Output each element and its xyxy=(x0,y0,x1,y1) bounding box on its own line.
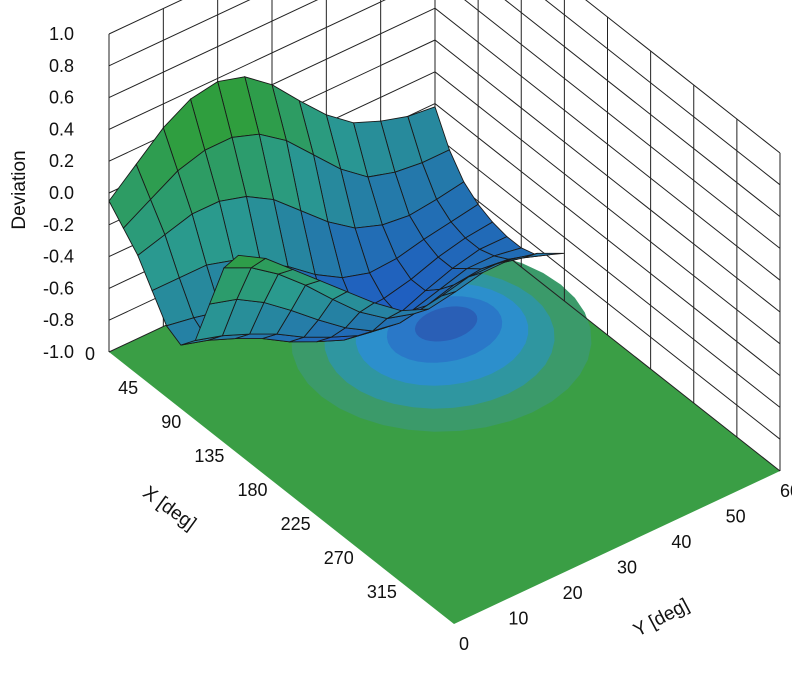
z-tick-label: -1.0 xyxy=(43,342,74,362)
z-tick-label: -0.2 xyxy=(43,215,74,235)
x-tick-label: 90 xyxy=(161,412,181,432)
z-tick-label: 1.0 xyxy=(49,24,74,44)
y-tick-label: 10 xyxy=(508,609,528,629)
x-tick-label: 225 xyxy=(281,514,311,534)
y-tick-label: 20 xyxy=(563,583,583,603)
z-axis-label: Deviation xyxy=(9,150,30,229)
y-tick-label: 40 xyxy=(671,532,691,552)
wall-hline xyxy=(108,0,781,217)
wall-hline xyxy=(108,0,781,249)
z-tick-label: 0.2 xyxy=(49,151,74,171)
z-tick-label: -0.6 xyxy=(43,278,74,298)
surface-patch xyxy=(222,254,267,269)
z-tick-label: 0.4 xyxy=(49,119,74,139)
wall-hline xyxy=(108,0,781,154)
y-axis-label: Y [deg] xyxy=(630,595,693,642)
z-tick-label: 0.0 xyxy=(49,183,74,203)
x-tick-label: 45 xyxy=(118,378,138,398)
z-tick-label: -0.4 xyxy=(43,247,74,267)
z-tick-label: 0.6 xyxy=(49,88,74,108)
y-tick-label: 50 xyxy=(726,507,746,527)
y-tick-label: 60 xyxy=(780,481,792,501)
wall-hline xyxy=(108,0,781,186)
z-tick-label: 0.8 xyxy=(49,56,74,76)
x-tick-label: 0 xyxy=(85,344,95,364)
x-tick-label: 270 xyxy=(324,548,354,568)
z-tick-label: -0.8 xyxy=(43,310,74,330)
surface-mesh xyxy=(108,76,565,346)
y-tick-label: 0 xyxy=(459,634,469,654)
y-tick-label: 30 xyxy=(617,558,637,578)
x-tick-label: 180 xyxy=(237,480,267,500)
x-axis-label: X [deg] xyxy=(139,482,200,534)
x-tick-label: 315 xyxy=(367,582,397,602)
floor-contour-band-4 xyxy=(414,306,478,342)
tick-labels: 1.0 0.8 0.6 0.4 0.2 0.0 -0.2 -0.4 -0.6 -0.8 -1.0 0 4… xyxy=(43,24,792,654)
x-tick-label: 135 xyxy=(194,446,224,466)
